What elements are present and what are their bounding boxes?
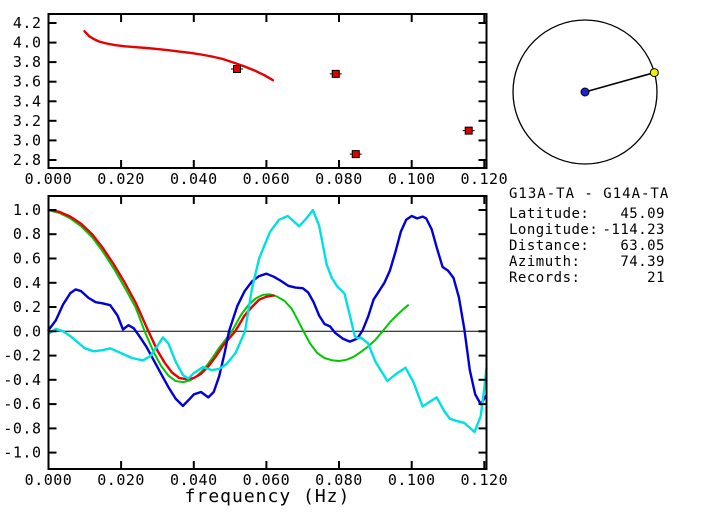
info-row-latitude: Latitude: 45.09 bbox=[509, 206, 665, 222]
info-row-records: Records: 21 bbox=[509, 270, 665, 286]
longitude-value: -114.23 bbox=[602, 222, 665, 238]
x-tick-label: 0.000 bbox=[25, 170, 73, 188]
info-row-longitude: Longitude: -114.23 bbox=[509, 222, 665, 238]
y-tick-label: 3.4 bbox=[13, 92, 42, 110]
x-tick-label: 0.020 bbox=[97, 471, 145, 489]
bottom-plot: 0.000 0.020 0.040 0.060 0.080 0.100 0.120 -1.0 -… bbox=[3, 195, 508, 489]
y-tick-label: 0.4 bbox=[13, 274, 42, 292]
y-tick-label: 0.8 bbox=[13, 225, 42, 243]
x-tick-label: 0.080 bbox=[315, 170, 363, 188]
x-tick-label: 0.020 bbox=[97, 170, 145, 188]
dispersion-curve bbox=[83, 30, 275, 82]
station-pair-title: G13A-TA - G14A-TA bbox=[509, 186, 670, 202]
longitude-label: Longitude: bbox=[509, 222, 599, 238]
azimuth-value: 74.39 bbox=[620, 254, 665, 270]
velocity-pick-markers-point bbox=[232, 64, 241, 73]
y-tick-label: 4.2 bbox=[13, 14, 42, 32]
y-tick-label: 3.2 bbox=[13, 112, 42, 130]
x-tick-label: 0.060 bbox=[243, 170, 291, 188]
y-tick-label: 2.8 bbox=[13, 151, 42, 169]
distance-label: Distance: bbox=[509, 238, 590, 254]
top-plot: 0.000 0.020 0.040 0.060 0.080 0.100 0.120 2.8 3.… bbox=[13, 13, 508, 188]
y-tick-label: -0.6 bbox=[3, 395, 41, 413]
info-row-azimuth: Azimuth: 74.39 bbox=[509, 254, 665, 270]
records-value: 21 bbox=[647, 270, 665, 286]
x-axis-title: frequency (Hz) bbox=[184, 486, 351, 507]
y-tick-label: 1.0 bbox=[13, 201, 42, 219]
y-tick-label: 0.6 bbox=[13, 250, 42, 268]
station-endpoint-dot bbox=[649, 68, 659, 78]
x-tick-label: 0.080 bbox=[315, 471, 363, 489]
x-tick-label: 0.100 bbox=[388, 471, 436, 489]
y-tick-label: 3.6 bbox=[13, 73, 42, 91]
latitude-value: 45.09 bbox=[620, 206, 665, 222]
x-tick-label: 0.040 bbox=[170, 170, 218, 188]
azimuth-circle bbox=[512, 19, 658, 165]
y-tick-label: -0.4 bbox=[3, 371, 41, 389]
red-curve bbox=[47, 208, 275, 381]
cyan-curve bbox=[47, 208, 488, 434]
y-tick-label: -1.0 bbox=[3, 444, 41, 462]
velocity-pick-markers-point bbox=[331, 69, 340, 78]
station-center-dot bbox=[580, 87, 590, 97]
x-tick-label: 0.120 bbox=[460, 471, 508, 489]
x-tick-label: 0.040 bbox=[170, 471, 218, 489]
y-tick-label: 3.0 bbox=[13, 131, 42, 149]
y-tick-label: -0.2 bbox=[3, 347, 41, 365]
y-tick-label: 0.0 bbox=[13, 322, 42, 340]
x-tick-label: 0.000 bbox=[25, 471, 73, 489]
velocity-pick-markers-point bbox=[464, 126, 473, 135]
x-tick-label: 0.100 bbox=[388, 170, 436, 188]
records-label: Records: bbox=[509, 270, 581, 286]
y-tick-label: -0.8 bbox=[3, 419, 41, 437]
velocity-pick-markers-point bbox=[351, 150, 360, 159]
blue-curve bbox=[47, 214, 488, 408]
latitude-label: Latitude: bbox=[509, 206, 590, 222]
y-tick-label: 4.0 bbox=[13, 34, 42, 52]
green-curve bbox=[47, 209, 410, 384]
info-row-distance: Distance: 63.05 bbox=[509, 238, 665, 254]
azimuth-label: Azimuth: bbox=[509, 254, 581, 270]
y-tick-label: 0.2 bbox=[13, 298, 42, 316]
station-info: G13A-TA - G14A-TA Latitude: 45.09 Longit… bbox=[509, 186, 670, 286]
azimuth-diagram bbox=[512, 19, 659, 165]
top-plot-frame bbox=[47, 13, 488, 169]
distance-value: 63.05 bbox=[620, 238, 665, 254]
y-tick-label: 3.8 bbox=[13, 53, 42, 71]
azimuth-line bbox=[584, 71, 655, 93]
x-tick-label: 0.120 bbox=[460, 170, 508, 188]
x-tick-label: 0.060 bbox=[243, 471, 291, 489]
bottom-plot-frame bbox=[47, 195, 488, 470]
